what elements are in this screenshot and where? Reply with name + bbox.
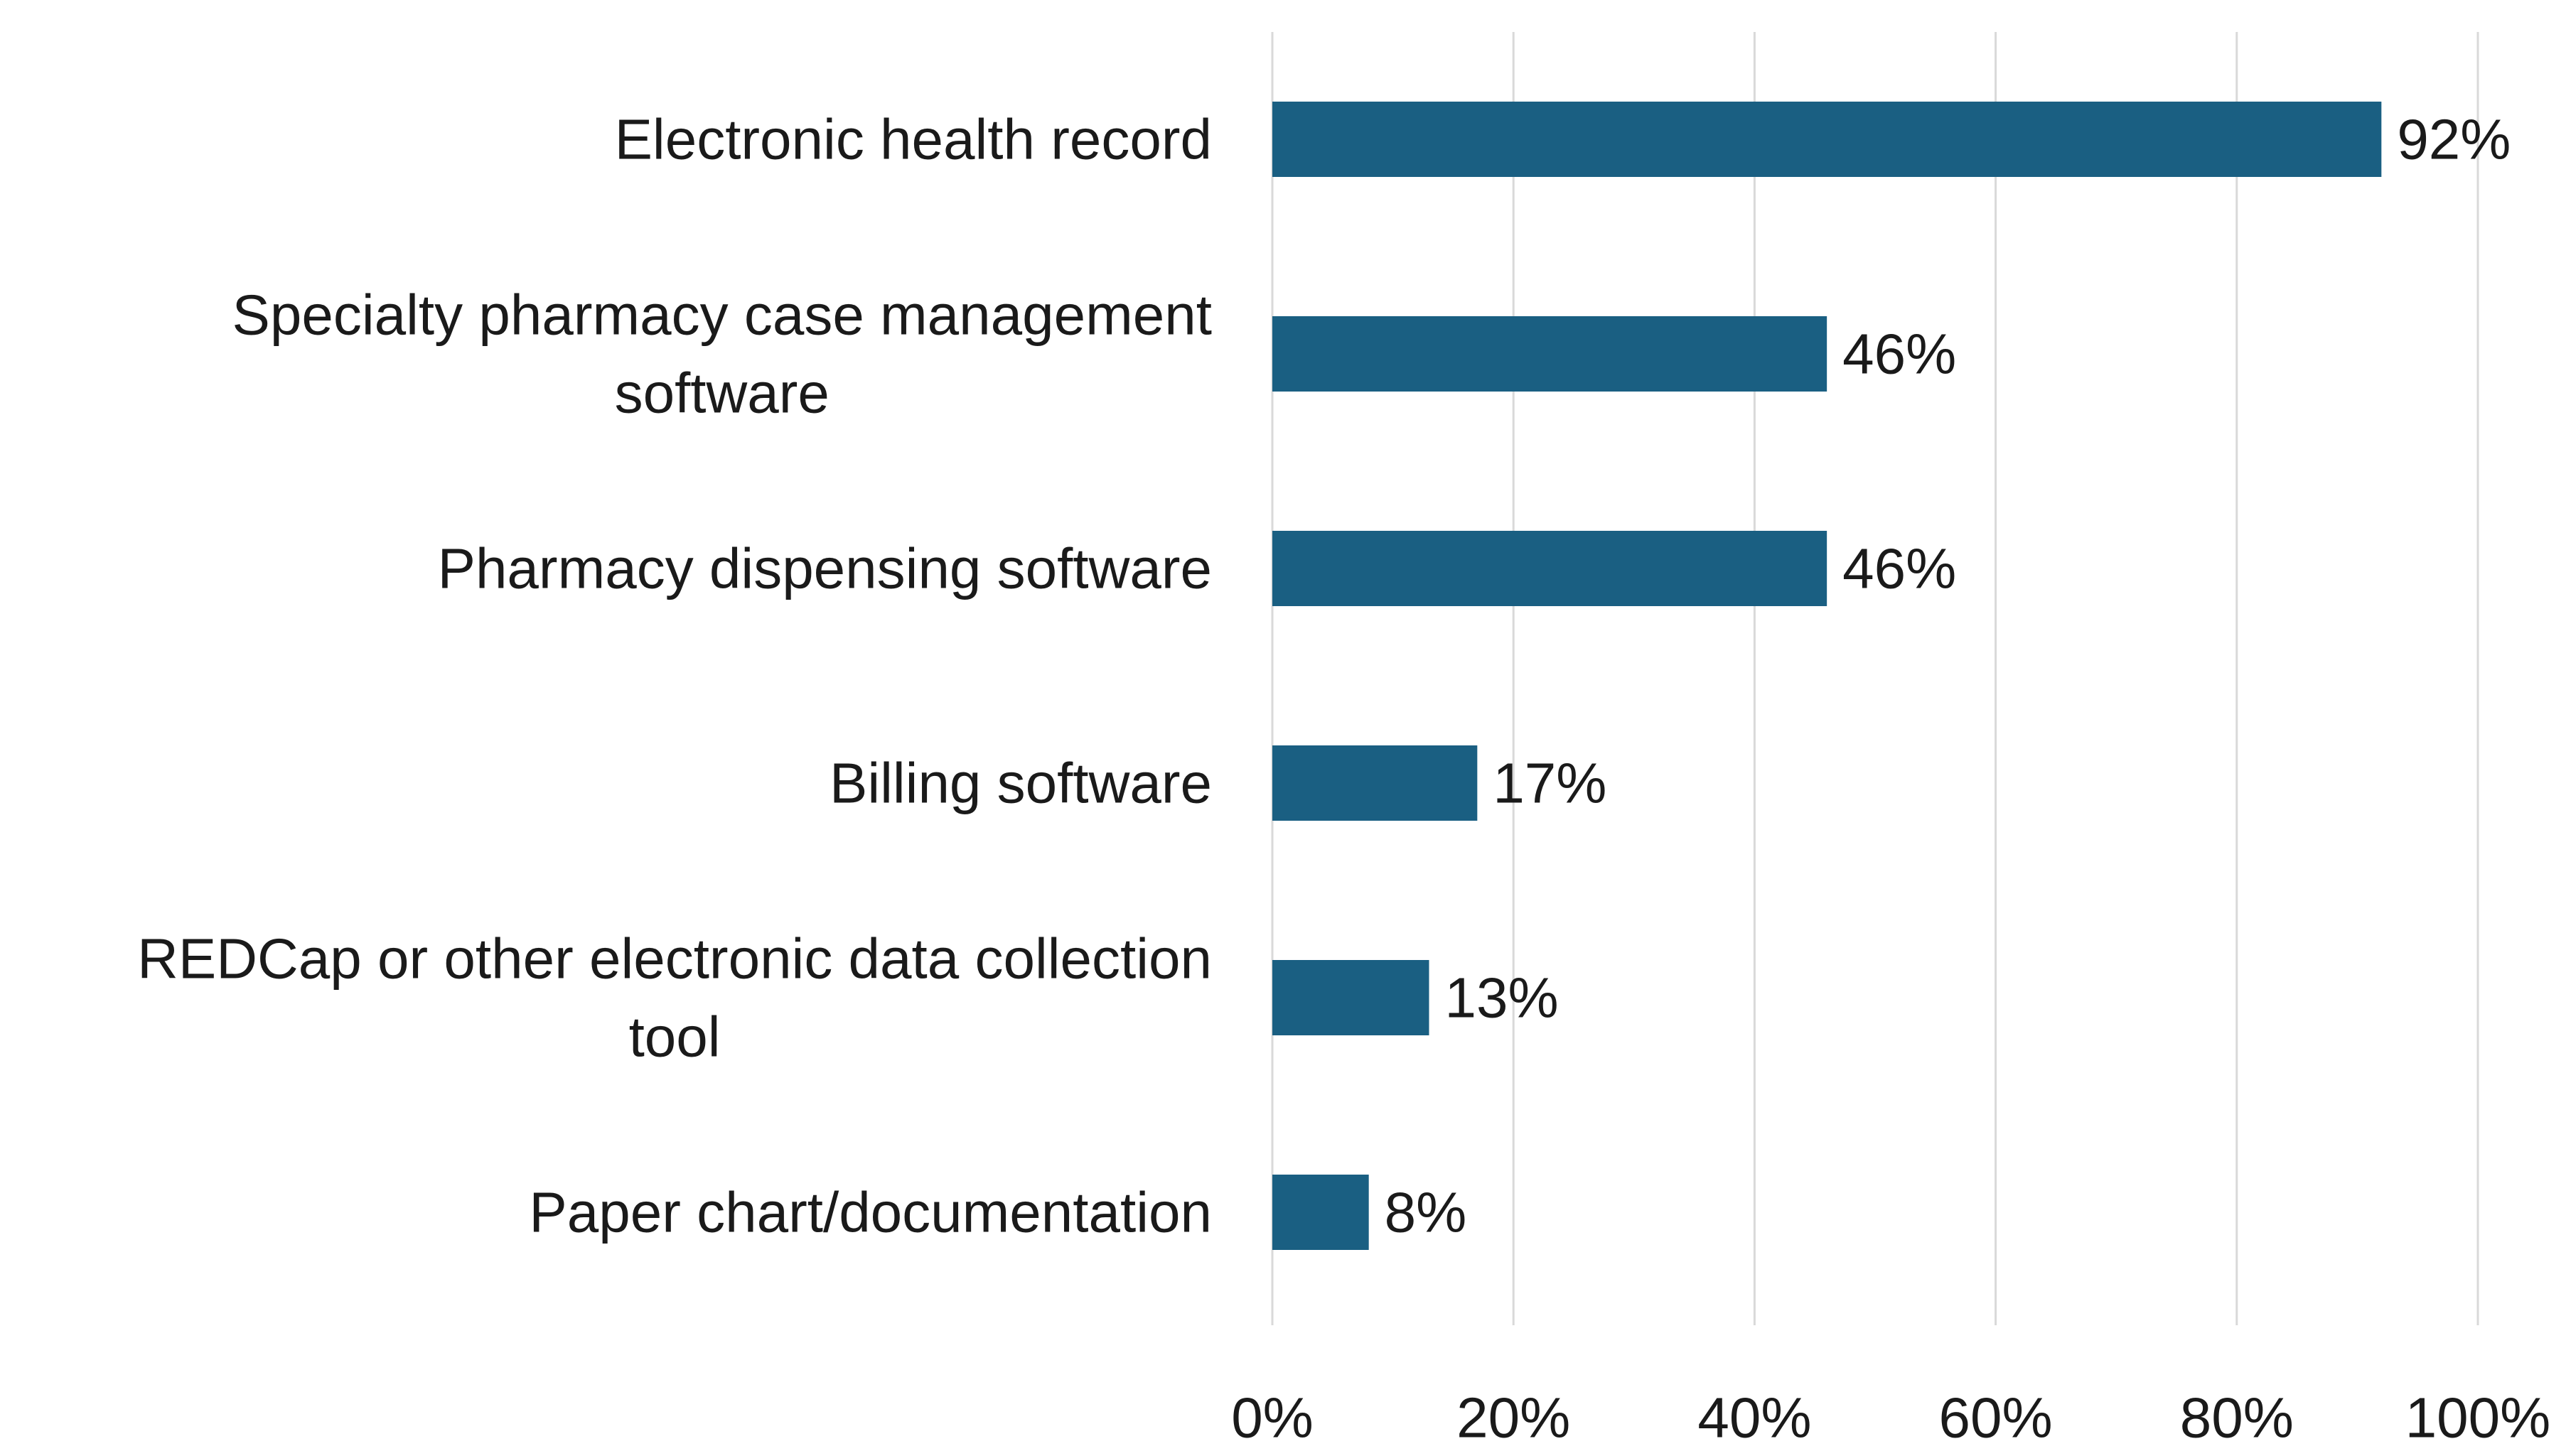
category-label: Billing software <box>830 752 1212 815</box>
x-tick-label: 80% <box>2180 1386 2294 1450</box>
x-tick-label: 0% <box>1231 1386 1314 1450</box>
x-tick-label: 60% <box>1939 1386 2053 1450</box>
value-label: 8% <box>1385 1181 1467 1244</box>
category-label: Electronic health record <box>615 108 1212 171</box>
category-label: Specialty pharmacy case management <box>232 284 1212 347</box>
category-label: REDCap or other electronic data collecti… <box>137 927 1212 991</box>
bar <box>1272 1175 1369 1250</box>
x-tick-label: 20% <box>1456 1386 1570 1450</box>
value-label: 46% <box>1842 323 1956 386</box>
category-label: Paper chart/documentation <box>529 1181 1212 1244</box>
bar <box>1272 745 1478 821</box>
bar <box>1272 960 1429 1035</box>
bar <box>1272 316 1827 392</box>
category-label: Pharmacy dispensing software <box>438 537 1212 600</box>
category-label: tool <box>629 1005 721 1069</box>
value-label: 17% <box>1493 752 1606 815</box>
category-label: software <box>615 362 830 425</box>
value-label: 13% <box>1444 966 1558 1030</box>
bar <box>1272 531 1827 606</box>
bar <box>1272 102 2382 177</box>
value-label: 46% <box>1842 537 1956 600</box>
x-tick-label: 40% <box>1697 1386 1811 1450</box>
value-label: 92% <box>2397 108 2511 171</box>
x-tick-label: 100% <box>2405 1386 2551 1450</box>
